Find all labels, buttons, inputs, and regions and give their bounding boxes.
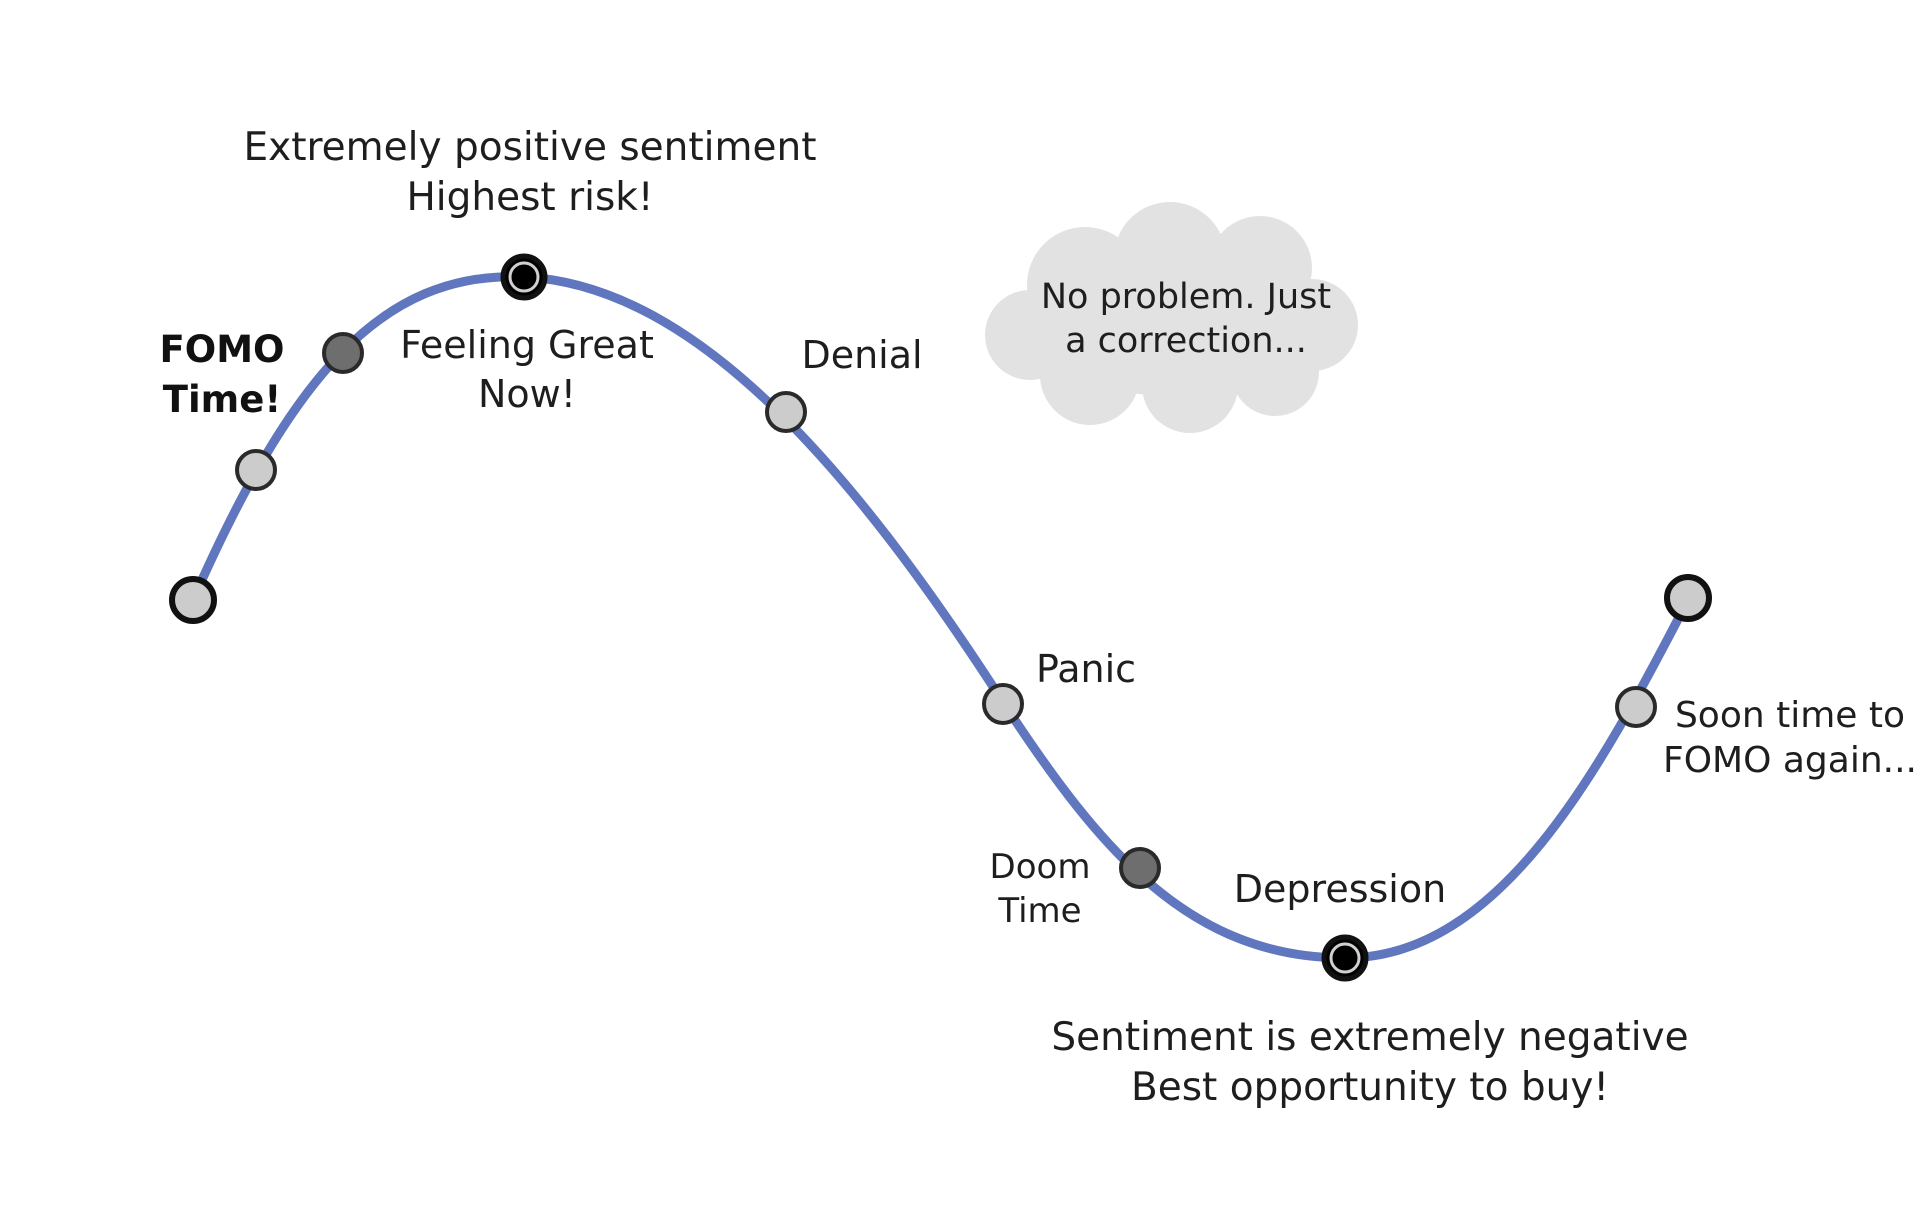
cloud-text-line1: No problem. Just bbox=[1041, 277, 1331, 317]
feeling-great-label-line2: Now! bbox=[478, 372, 576, 416]
start-marker bbox=[169, 576, 217, 624]
doom-time-label-line1: Doom bbox=[990, 847, 1091, 887]
recovery-marker bbox=[1615, 686, 1657, 728]
trough-caption-line1: Sentiment is extremely negative bbox=[1051, 1015, 1688, 1060]
fomo-label-line1: FOMO bbox=[159, 328, 284, 371]
panic-label: Panic bbox=[1036, 647, 1136, 691]
trough-marker-ring bbox=[1329, 942, 1361, 974]
denial-marker bbox=[765, 391, 807, 433]
sentiment-curve bbox=[188, 272, 1693, 963]
panic-marker bbox=[982, 683, 1024, 725]
cloud-text-line2: a correction... bbox=[1065, 321, 1307, 361]
peak-caption-line1: Extremely positive sentiment bbox=[243, 125, 816, 170]
feeling-great-label-line1: Feeling Great bbox=[400, 323, 654, 367]
trough-caption-line2: Best opportunity to buy! bbox=[1131, 1065, 1609, 1110]
doom-marker bbox=[1119, 847, 1161, 889]
peak-caption-line2: Highest risk! bbox=[406, 175, 653, 220]
peak-marker-ring bbox=[508, 261, 540, 293]
fomo-again-label-line2: FOMO again... bbox=[1663, 740, 1917, 781]
denial-label: Denial bbox=[801, 333, 922, 377]
curve-markers bbox=[169, 253, 1712, 982]
doom-time-label-line2: Time bbox=[997, 891, 1081, 931]
fomo-label-line2: Time! bbox=[163, 378, 281, 421]
rising-marker bbox=[235, 449, 277, 491]
end-marker bbox=[1664, 574, 1712, 622]
thought-cloud bbox=[985, 202, 1358, 433]
depression-label: Depression bbox=[1234, 867, 1446, 911]
fomo-again-label-line1: Soon time to bbox=[1675, 695, 1905, 736]
fomo-marker bbox=[322, 332, 364, 374]
